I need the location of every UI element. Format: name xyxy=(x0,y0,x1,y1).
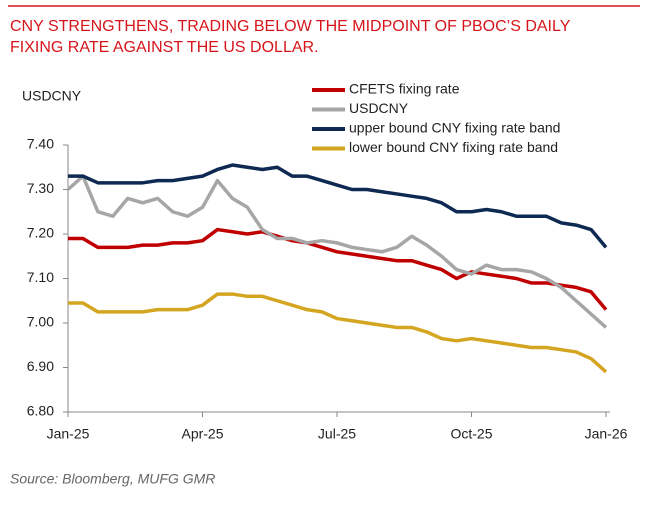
y-tick-label: 7.10 xyxy=(27,269,54,285)
series-line xyxy=(68,163,608,249)
y-tick-label: 7.00 xyxy=(27,314,54,330)
x-tick-label: Jan-26 xyxy=(585,426,628,442)
series-line xyxy=(68,227,608,311)
legend-label: lower bound CNY fixing rate band xyxy=(349,139,558,155)
legend-label: CFETS fixing rate xyxy=(349,81,460,97)
y-tick-label: 7.30 xyxy=(27,180,54,196)
series-line xyxy=(68,292,608,374)
series-line xyxy=(66,174,608,329)
y-tick-label: 7.20 xyxy=(27,225,54,241)
x-tick-label: Apr-25 xyxy=(181,426,223,442)
chart-title: CNY STRENGTHENS, TRADING BELOW THE MIDPO… xyxy=(10,18,571,35)
legend-label: USDCNY xyxy=(349,100,409,116)
chart-title: FIXING RATE AGAINST THE US DOLLAR. xyxy=(10,39,319,56)
x-tick-label: Jul-25 xyxy=(318,426,356,442)
y-tick-label: 6.90 xyxy=(27,358,54,374)
x-tick-label: Oct-25 xyxy=(450,426,492,442)
x-tick-label: Jan-25 xyxy=(47,426,90,442)
y-tick-label: 7.40 xyxy=(27,136,54,152)
legend-label: upper bound CNY fixing rate band xyxy=(349,120,560,136)
y-axis-label: USDCNY xyxy=(22,88,82,104)
source: Source: Bloomberg, MUFG GMR xyxy=(10,471,215,487)
y-tick-label: 6.80 xyxy=(27,403,54,419)
